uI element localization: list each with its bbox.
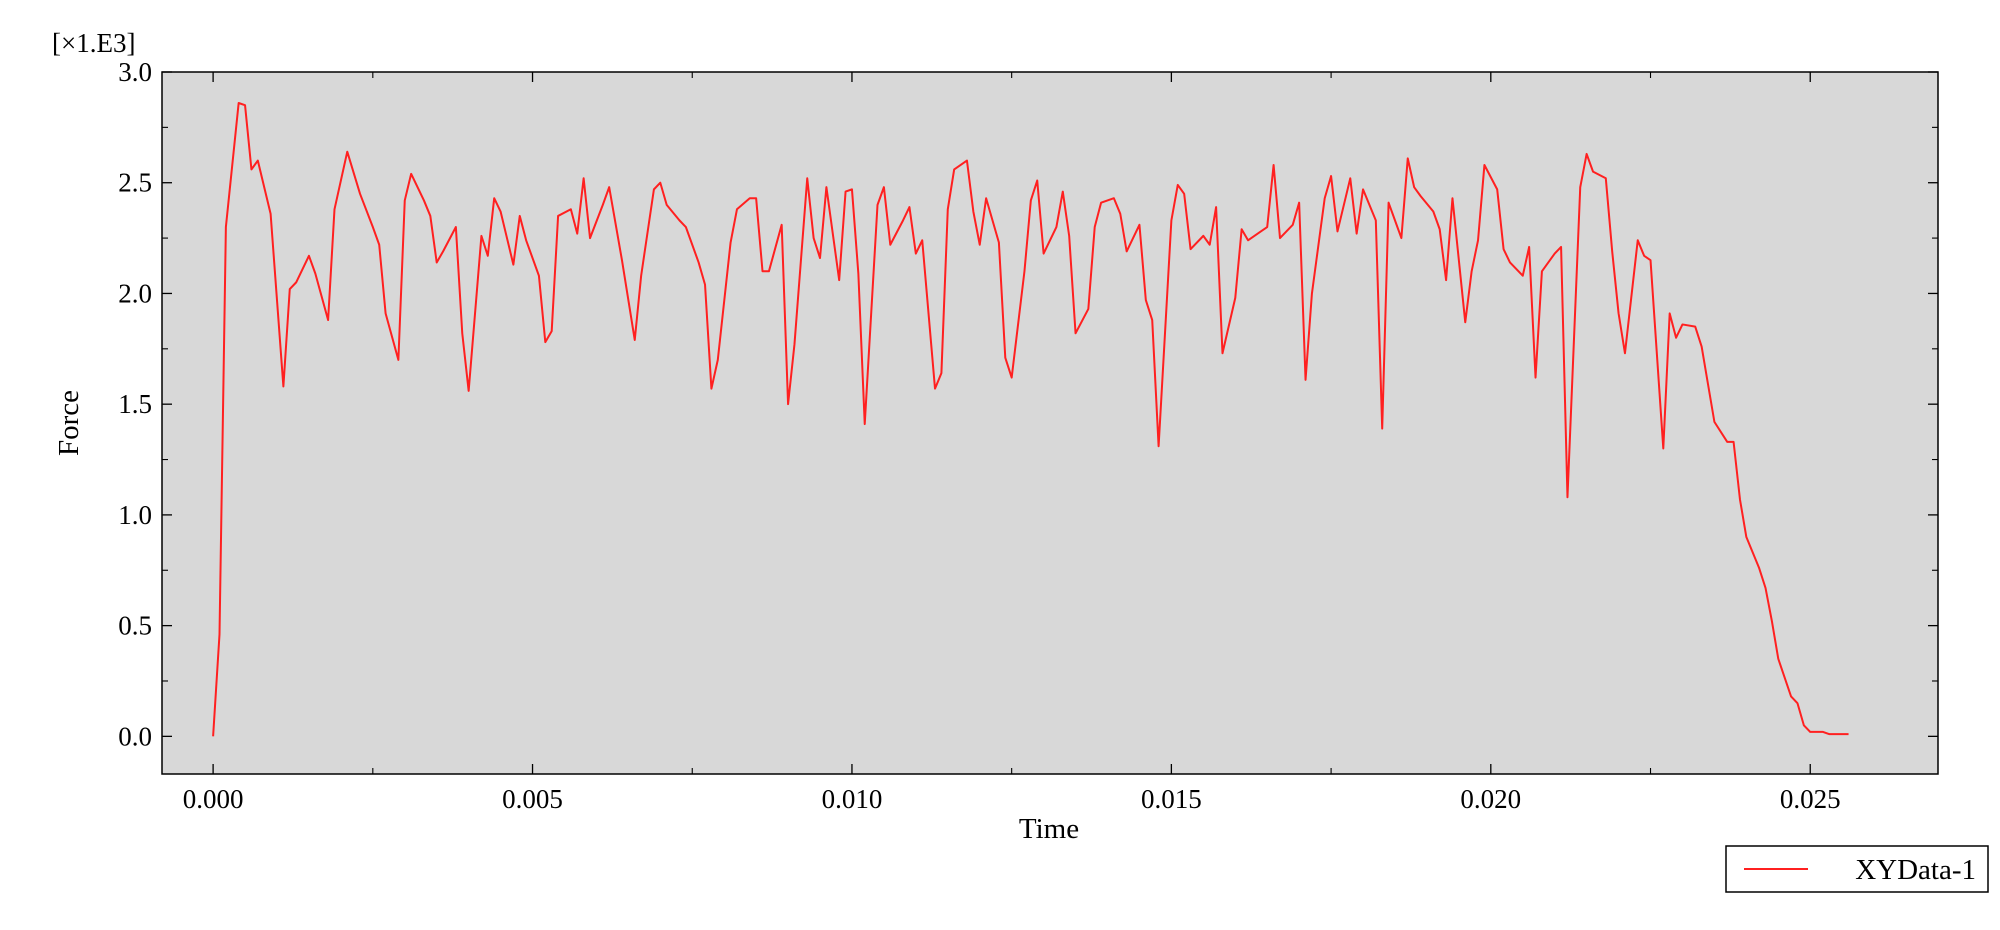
series-line-0 [212, 102, 1849, 737]
legend-label: XYData-1 [1855, 854, 1976, 886]
x-tick-label: 0.015 [1141, 784, 1202, 814]
x-tick-label: 0.025 [1780, 784, 1841, 814]
plot-frame [161, 71, 1939, 775]
series-layer [212, 102, 1849, 737]
legend: XYData-1 [1725, 845, 1989, 893]
y-axis-title: Force [53, 390, 85, 456]
y-tick-label: 2.5 [118, 168, 152, 198]
y-tick-label: 1.5 [118, 389, 152, 419]
y-tick-labels: 0.0 0.5 1.0 1.5 2.0 2.5 3.0 [118, 57, 152, 751]
plot-area [162, 72, 1938, 774]
x-axis-title: Time [1019, 813, 1079, 845]
y-tick-label: 0.5 [118, 611, 152, 641]
y-tick-label: 3.0 [118, 57, 152, 87]
x-tick-label: 0.005 [502, 784, 563, 814]
x-tick-labels: 0.000 0.005 0.010 0.015 0.020 0.025 [183, 784, 1841, 814]
y-tick-label: 0.0 [118, 721, 152, 751]
axis-ticks [162, 71, 1938, 774]
y-scale-label: [×1.E3] [52, 28, 135, 58]
y-tick-label: 2.0 [118, 278, 152, 308]
x-tick-label: 0.010 [822, 784, 883, 814]
x-tick-label: 0.000 [183, 784, 244, 814]
x-tick-label: 0.020 [1460, 784, 1521, 814]
y-tick-label: 1.0 [118, 500, 152, 530]
